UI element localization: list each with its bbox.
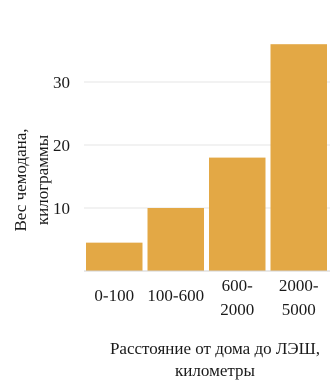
x-tick-label: 600-2000	[220, 276, 254, 319]
y-tick-labels: 10 20 30	[53, 73, 70, 218]
x-axis-label: Расстояние от дома до ЛЭШ, километры	[110, 339, 320, 380]
x-tick-labels: 0-100 100-600 600-2000 2000-5000	[94, 276, 319, 319]
bar	[86, 242, 143, 271]
x-tick-label: 100-600	[147, 286, 204, 305]
y-tick-label: 20	[53, 136, 70, 155]
bar	[147, 208, 204, 271]
bar	[270, 44, 327, 272]
y-tick-label: 10	[53, 199, 70, 218]
y-axis-label: Вес чемодана, килограммы	[11, 128, 52, 231]
x-tick-label: 0-100	[94, 286, 134, 305]
bars	[86, 44, 327, 272]
y-tick-label: 30	[53, 73, 70, 92]
bar	[209, 157, 266, 271]
x-tick-label: 2000-5000	[279, 276, 319, 319]
